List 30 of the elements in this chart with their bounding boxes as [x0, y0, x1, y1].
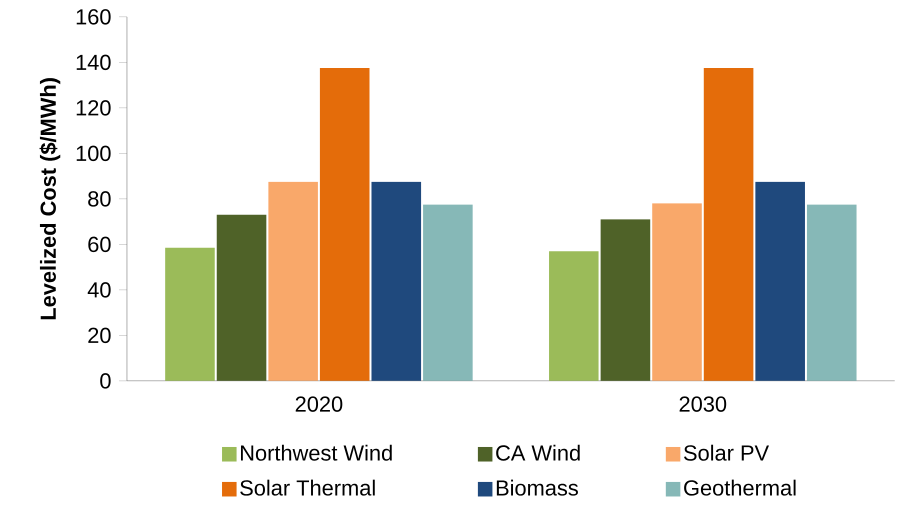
y-tick-label: 80 [88, 191, 111, 207]
bar [755, 182, 805, 382]
y-tick-label: 0 [100, 373, 111, 389]
legend-label: Solar PV [684, 444, 770, 461]
y-tick-label: 160 [76, 9, 111, 25]
bar [423, 204, 473, 382]
legend-label: Northwest Wind [241, 444, 392, 461]
bar [216, 214, 266, 382]
legend-label: Geothermal [684, 480, 796, 496]
bar [549, 251, 599, 382]
bar [371, 182, 422, 382]
bar [652, 204, 702, 382]
legend-label: Solar Thermal [240, 480, 375, 496]
bar [165, 248, 215, 382]
y-tick-label: 100 [76, 146, 111, 162]
y-axis-title: Levelized Cost ($/MWh) [40, 78, 60, 320]
bar [704, 68, 754, 382]
x-tick-label: 2020 [296, 396, 342, 412]
y-tick-label: 40 [88, 282, 111, 298]
legend-label: CA Wind [496, 444, 580, 461]
bar [806, 204, 857, 382]
legend-label: Biomass [496, 480, 578, 496]
y-tick-label: 140 [76, 54, 111, 70]
y-tick-label: 120 [76, 100, 111, 116]
bar [600, 219, 650, 382]
bar [268, 182, 318, 382]
x-tick-label: 2030 [680, 396, 726, 412]
y-tick-label: 60 [88, 236, 111, 252]
bar [320, 68, 370, 382]
y-tick-label: 20 [88, 328, 111, 344]
